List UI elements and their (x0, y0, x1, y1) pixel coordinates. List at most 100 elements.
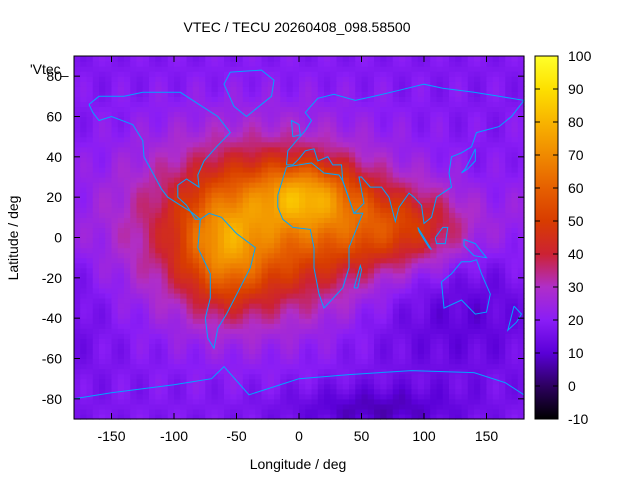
heatmap-cell (474, 403, 481, 410)
heatmap-cell (474, 227, 481, 234)
heatmap-cell (136, 91, 144, 97)
heatmap-cell (461, 348, 469, 355)
heatmap-cell (505, 182, 513, 188)
heatmap-cell (174, 323, 181, 329)
heatmap-cell (442, 398, 450, 405)
heatmap-cell (480, 136, 488, 143)
heatmap-cell (392, 333, 400, 339)
heatmap-cell (474, 121, 481, 128)
heatmap-cell (392, 313, 400, 319)
heatmap-cell (211, 267, 219, 274)
heatmap-cell (386, 101, 394, 108)
heatmap-cell (224, 166, 231, 173)
heatmap-cell (442, 343, 450, 350)
heatmap-cell (405, 121, 413, 128)
heatmap-cell (292, 106, 300, 113)
heatmap-cell (511, 303, 519, 309)
heatmap-cell (336, 91, 344, 97)
heatmap-cell (342, 126, 350, 133)
heatmap-cell (186, 136, 194, 143)
heatmap-cell (461, 182, 469, 188)
heatmap-cell (124, 373, 131, 380)
heatmap-cell (180, 398, 188, 405)
heatmap-cell (86, 398, 94, 405)
heatmap-cell (274, 368, 281, 375)
heatmap-cell (505, 156, 513, 163)
heatmap-cell (505, 151, 513, 158)
heatmap-cell (299, 222, 306, 229)
heatmap-cell (292, 413, 300, 420)
heatmap-cell (242, 136, 250, 143)
heatmap-cell (330, 363, 338, 370)
heatmap-cell (142, 328, 150, 334)
heatmap-cell (424, 106, 431, 113)
heatmap-cell (217, 358, 225, 365)
heatmap-cell (386, 308, 394, 314)
heatmap-cell (324, 207, 331, 213)
heatmap-cell (99, 217, 106, 223)
heatmap-cell (436, 101, 444, 108)
heatmap-cell (249, 363, 256, 370)
heatmap-cell (324, 272, 331, 279)
heatmap-cell (342, 141, 350, 148)
heatmap-cell (317, 318, 325, 324)
heatmap-cell (499, 237, 506, 244)
heatmap-cell (424, 257, 431, 264)
heatmap-cell (236, 187, 244, 193)
heatmap-cell (99, 106, 106, 113)
heatmap-cell (361, 222, 369, 229)
heatmap-cell (411, 106, 419, 113)
heatmap-cell (86, 308, 94, 314)
heatmap-cell (311, 222, 319, 229)
heatmap-cell (274, 187, 281, 193)
heatmap-cell (130, 207, 138, 213)
heatmap-cell (374, 86, 381, 92)
heatmap-cell (80, 403, 88, 410)
heatmap-cell (336, 146, 344, 153)
heatmap-cell (174, 126, 181, 133)
heatmap-cell (242, 413, 250, 420)
heatmap-cell (399, 267, 406, 274)
heatmap-cell (411, 388, 419, 395)
heatmap-cell (174, 101, 181, 108)
heatmap-cell (249, 292, 256, 299)
heatmap-cell (155, 237, 163, 244)
heatmap-cell (192, 222, 200, 229)
heatmap-cell (92, 192, 100, 198)
heatmap-cell (374, 303, 381, 309)
heatmap-cell (492, 353, 500, 360)
heatmap-cell (330, 328, 338, 334)
heatmap-cell (461, 217, 469, 223)
heatmap-cell (305, 86, 313, 92)
heatmap-cell (149, 292, 156, 299)
heatmap-cell (124, 252, 131, 259)
heatmap-cell (267, 166, 275, 173)
heatmap-cell (130, 212, 138, 218)
heatmap-cell (261, 393, 269, 400)
heatmap-cell (286, 292, 294, 299)
heatmap-cell (186, 252, 194, 259)
heatmap-cell (211, 207, 219, 213)
heatmap-cell (249, 388, 256, 395)
heatmap-cell (311, 252, 319, 259)
heatmap-cell (211, 202, 219, 208)
heatmap-cell (180, 227, 188, 234)
heatmap-cell (74, 313, 81, 319)
heatmap-cell (180, 212, 188, 218)
heatmap-cell (80, 373, 88, 380)
heatmap-cell (449, 232, 456, 239)
heatmap-cell (124, 308, 131, 314)
heatmap-cell (336, 298, 344, 304)
heatmap-cell (336, 403, 344, 410)
heatmap-cell (486, 121, 494, 128)
heatmap-cell (361, 232, 369, 239)
heatmap-cell (430, 192, 438, 198)
heatmap-cell (117, 126, 125, 133)
heatmap-cell (311, 126, 319, 133)
heatmap-cell (424, 343, 431, 350)
heatmap-cell (267, 242, 275, 249)
heatmap-cell (355, 76, 363, 82)
heatmap-cell (230, 202, 238, 208)
heatmap-cell (430, 363, 438, 370)
heatmap-cell (211, 328, 219, 334)
